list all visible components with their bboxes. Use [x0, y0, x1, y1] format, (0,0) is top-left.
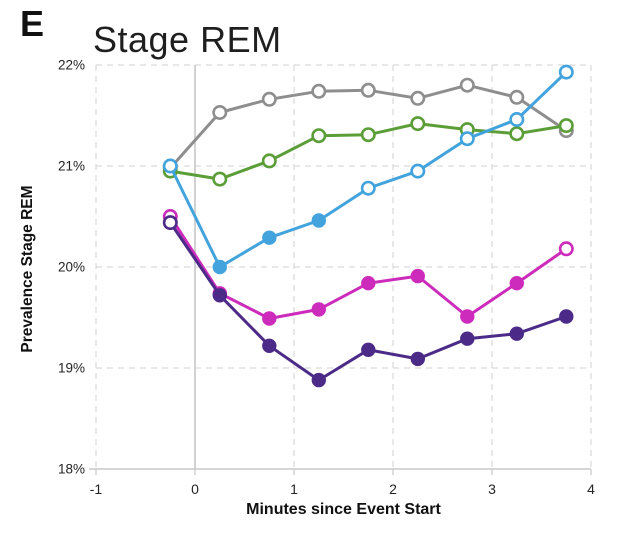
marker-green-2 [261, 153, 277, 169]
y-tick-label: 18% [58, 462, 85, 477]
marker-purple-5 [410, 351, 425, 367]
panel-label: E [20, 3, 45, 44]
marker-purple-7 [509, 326, 524, 341]
marker-magenta-7 [509, 276, 524, 291]
marker-blue-4 [360, 180, 376, 196]
marker-blue-3 [311, 213, 326, 228]
marker-green-8 [558, 118, 574, 134]
y-tick-label: 21% [58, 159, 85, 174]
marker-gray-3 [311, 83, 327, 99]
x-tick-label: 4 [587, 481, 595, 497]
y-tick-label: 20% [58, 260, 85, 275]
marker-magenta-2 [262, 311, 277, 326]
marker-gray-5 [410, 90, 426, 106]
marker-blue-6 [459, 131, 475, 147]
marker-blue-2 [262, 230, 277, 245]
marker-magenta-4 [361, 276, 376, 291]
x-tick-label: 3 [488, 481, 496, 497]
marker-blue-7 [509, 112, 525, 128]
marker-gray-1 [212, 105, 228, 121]
chart-title: Stage REM [93, 19, 282, 60]
marker-gray-4 [360, 82, 376, 98]
x-axis-title: Minutes since Event Start [246, 501, 441, 518]
marker-magenta-3 [311, 302, 326, 317]
marker-purple-8 [559, 309, 574, 324]
marker-purple-4 [361, 342, 376, 357]
marker-green-5 [410, 116, 426, 132]
y-tick-label: 22% [58, 58, 85, 73]
marker-green-7 [509, 126, 525, 142]
marker-magenta-6 [460, 309, 475, 324]
marker-blue-0 [162, 158, 178, 174]
marker-blue-1 [212, 259, 228, 275]
marker-purple-6 [460, 331, 475, 346]
marker-green-3 [311, 128, 327, 144]
marker-green-4 [360, 127, 376, 143]
marker-blue-5 [410, 163, 426, 179]
marker-purple-0 [162, 215, 178, 231]
marker-gray-6 [459, 77, 475, 93]
marker-purple-3 [311, 372, 326, 388]
series-line-blue [168, 70, 568, 269]
marker-gray-7 [509, 89, 525, 105]
marker-blue-8 [558, 64, 574, 80]
x-tick-label: -1 [90, 481, 103, 497]
x-tick-label: 2 [389, 481, 397, 497]
marker-magenta-8 [558, 241, 574, 257]
x-tick-label: 0 [191, 481, 199, 497]
marker-magenta-5 [410, 268, 425, 284]
marker-purple-1 [212, 288, 228, 303]
x-tick-label: 1 [290, 481, 298, 497]
marker-green-1 [212, 171, 228, 187]
y-tick-label: 19% [58, 361, 85, 376]
marker-gray-2 [261, 91, 277, 107]
marker-purple-2 [262, 338, 277, 353]
